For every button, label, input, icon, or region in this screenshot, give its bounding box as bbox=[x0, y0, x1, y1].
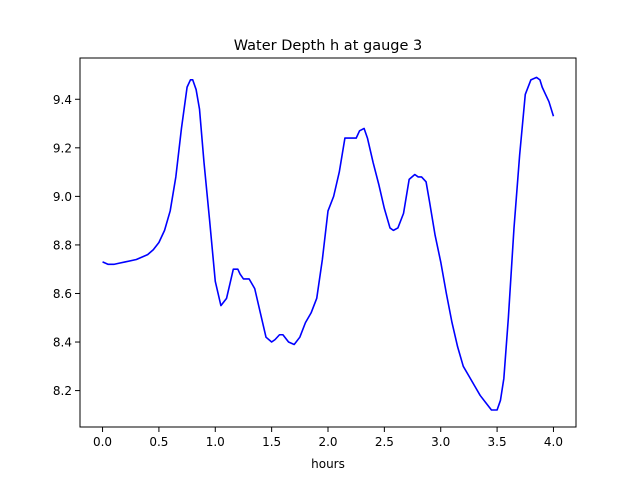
axes-frame bbox=[79, 57, 577, 428]
x-tick-label: 3.5 bbox=[488, 435, 507, 449]
series-line bbox=[102, 76, 555, 411]
x-tick-label: 0.5 bbox=[149, 435, 168, 449]
x-tick-label: 1.5 bbox=[262, 435, 281, 449]
y-tick-label: 9.0 bbox=[53, 190, 72, 204]
y-tick-label: 8.2 bbox=[53, 384, 72, 398]
x-tick-label: 3.0 bbox=[431, 435, 450, 449]
y-tick-label: 8.6 bbox=[53, 287, 72, 301]
x-tick-label: 2.0 bbox=[318, 435, 337, 449]
y-tick-label: 8.4 bbox=[53, 336, 72, 350]
y-tick-label: 9.2 bbox=[53, 141, 72, 155]
x-tick-label: 1.0 bbox=[206, 435, 225, 449]
x-tick-label: 4.0 bbox=[544, 435, 563, 449]
plot-area: 0.0 0.5 1.0 1.5 2.0 2.5 3.0 3.5 4.0 8.2 8.4 8.6 8.8 9… bbox=[53, 76, 563, 449]
x-tick-label: 2.5 bbox=[375, 435, 394, 449]
x-tick-label: 0.0 bbox=[93, 435, 112, 449]
y-tick-label: 9.4 bbox=[53, 93, 72, 107]
chart-title: Water Depth h at gauge 3 bbox=[234, 38, 422, 54]
x-axis-label: hours bbox=[311, 457, 345, 471]
y-tick-label: 8.8 bbox=[53, 238, 72, 252]
